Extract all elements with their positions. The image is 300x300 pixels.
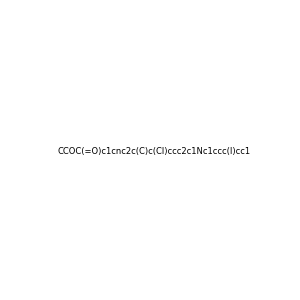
Text: CCOC(=O)c1cnc2c(C)c(Cl)ccc2c1Nc1ccc(I)cc1: CCOC(=O)c1cnc2c(C)c(Cl)ccc2c1Nc1ccc(I)cc… (57, 147, 250, 156)
